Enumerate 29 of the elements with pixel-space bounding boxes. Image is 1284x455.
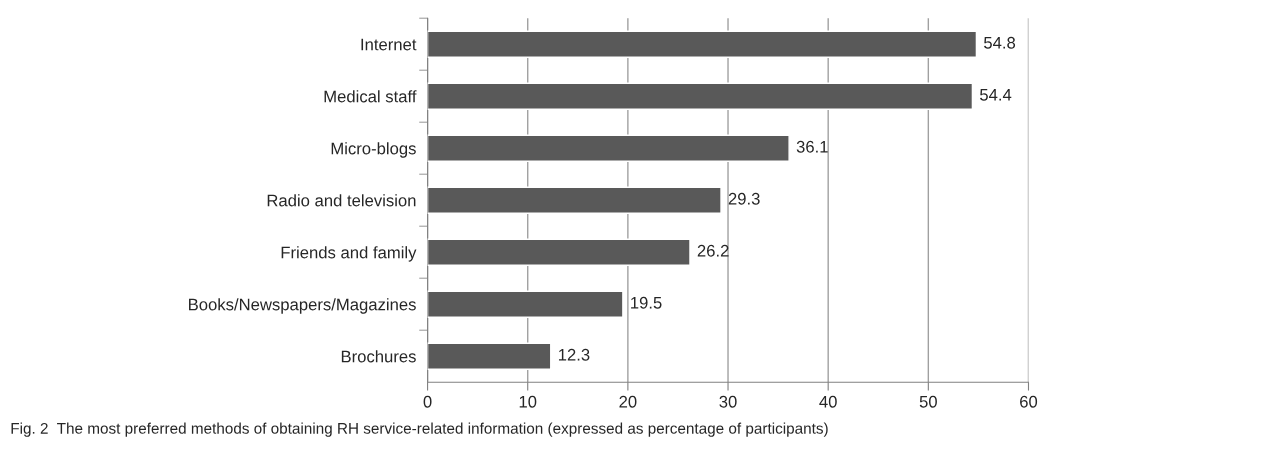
bar (427, 30, 978, 58)
bar (427, 134, 790, 162)
x-tick-label: 0 (423, 395, 432, 408)
data-label: 19.5 (631, 296, 662, 309)
y-tick-label: Books/Newspapers/Magazines (189, 298, 416, 314)
x-tick-label: 20 (619, 395, 637, 408)
caption: Fig. 2 The most preferred methods of obtaining RH service-related information (expressed as percentage of participants) (11, 422, 828, 437)
data-label: 26.2 (697, 244, 729, 257)
y-tick-label: Micro-blogs (331, 142, 416, 158)
y-tick-label: Radio and television (267, 194, 416, 207)
y-tick-label: Medical staff (324, 90, 417, 103)
x-tick-label: 40 (819, 395, 837, 408)
data-label: 29.3 (728, 192, 760, 205)
data-label: 12.3 (558, 348, 590, 361)
data-label: 54.4 (980, 89, 1012, 101)
x-tick-label: 50 (919, 395, 937, 408)
y-tick-label: Brochures (341, 350, 416, 363)
x-tick-label: 10 (519, 395, 537, 408)
bar (427, 238, 691, 266)
bar (427, 186, 722, 214)
x-tick-label: 30 (719, 395, 737, 408)
y-tick-label: Internet (361, 38, 417, 51)
data-label: 54.8 (984, 36, 1016, 49)
bar (427, 342, 552, 370)
x-tick-label: 60 (1020, 395, 1038, 408)
bar (427, 290, 624, 318)
bar (427, 82, 974, 110)
y-tick-label: Friends and family (281, 246, 417, 262)
data-label: 36.1 (796, 140, 828, 153)
